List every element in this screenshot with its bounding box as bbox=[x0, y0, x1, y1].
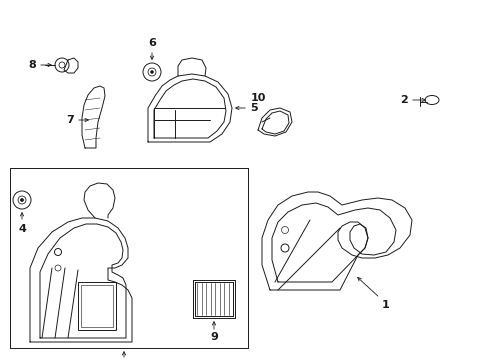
Text: 9: 9 bbox=[210, 332, 218, 342]
Text: 5: 5 bbox=[249, 103, 257, 113]
Circle shape bbox=[150, 71, 153, 73]
Ellipse shape bbox=[424, 95, 438, 104]
Circle shape bbox=[281, 244, 288, 252]
Circle shape bbox=[13, 191, 31, 209]
Text: 2: 2 bbox=[400, 95, 407, 105]
Text: 10: 10 bbox=[250, 93, 265, 103]
Circle shape bbox=[20, 198, 23, 202]
Circle shape bbox=[55, 58, 69, 72]
Circle shape bbox=[59, 62, 65, 68]
Circle shape bbox=[55, 265, 61, 271]
Circle shape bbox=[142, 63, 161, 81]
Circle shape bbox=[281, 226, 288, 234]
Text: 4: 4 bbox=[18, 224, 26, 234]
Bar bbox=[81, 285, 113, 327]
Text: 1: 1 bbox=[381, 300, 389, 310]
Bar bbox=[78, 282, 116, 330]
Circle shape bbox=[18, 196, 26, 204]
Circle shape bbox=[54, 248, 61, 256]
Text: 6: 6 bbox=[148, 38, 156, 48]
Text: 8: 8 bbox=[28, 60, 36, 70]
Text: 7: 7 bbox=[66, 115, 74, 125]
Circle shape bbox=[148, 68, 156, 76]
